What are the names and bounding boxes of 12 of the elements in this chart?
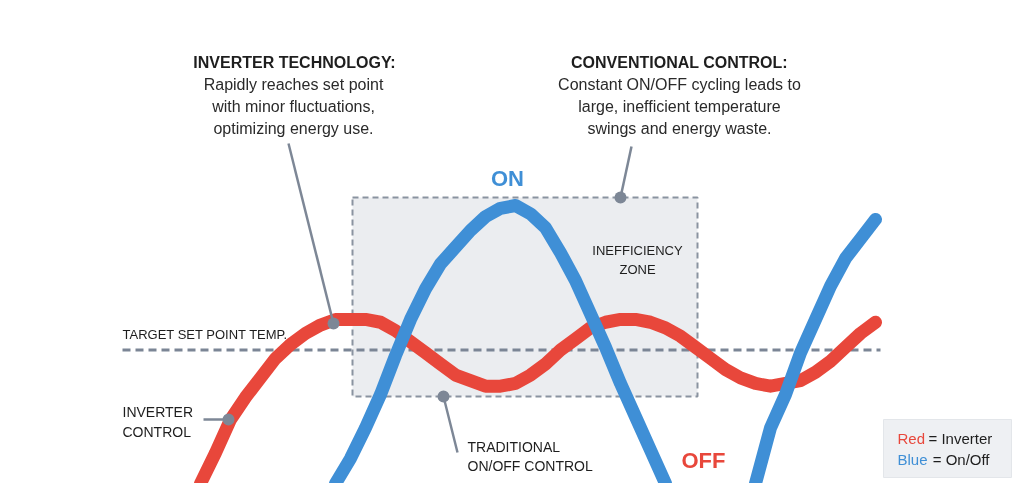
text: Blue = On/Off (897, 451, 991, 468)
text: CONVENTIONAL CONTROL: (571, 54, 788, 71)
annotation: INVERTER CONTROL (122, 403, 194, 440)
text: ON (491, 166, 524, 191)
ref-line-label: TARGET SET POINT TEMP. (122, 326, 288, 342)
annotation: INEFFICIENCY ZONE (592, 243, 683, 277)
annotation: OFF (681, 448, 726, 473)
text: Red = Inverter (897, 430, 993, 447)
annotation: TRADITIONAL ON/OFF CONTROL (467, 438, 593, 474)
text: INVERTER TECHNOLOGY: (193, 54, 396, 71)
text: Constant ON/OFF cycling leads to large, inefficient temperature swings and energy waste. (558, 76, 801, 137)
text: Rapidly reaches set point with minor fluctuations, optimizing energy use. (203, 76, 384, 137)
